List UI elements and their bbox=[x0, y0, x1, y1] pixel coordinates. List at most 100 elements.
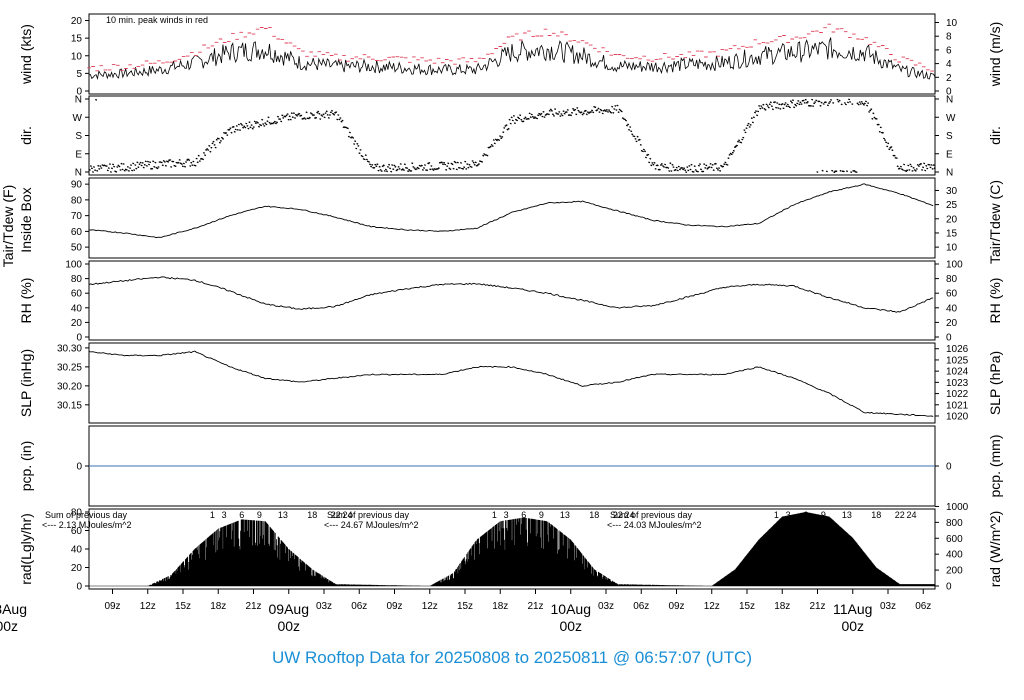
x-tick-label-14: 03z bbox=[598, 601, 614, 612]
x-tick-label-15: 06z bbox=[633, 601, 649, 612]
rad-hour-mark-2-2: 6 bbox=[803, 510, 808, 520]
rad-left-label-2: 40 bbox=[71, 545, 83, 556]
rad-right-label-2: 400 bbox=[946, 550, 963, 561]
x-tick-label-18: 15z bbox=[739, 601, 755, 612]
wind-ylabel-left: wind (kts) bbox=[18, 24, 34, 85]
rad-hour-mark-1-2: 6 bbox=[521, 510, 526, 520]
rh-left-label-5: 100 bbox=[65, 260, 82, 271]
wind-left-label-3: 15 bbox=[71, 34, 83, 45]
relative-humidity-line bbox=[88, 276, 934, 313]
slp-right-label-5: 1025 bbox=[946, 355, 969, 366]
rad-hour-mark-0-6: 22 bbox=[331, 510, 341, 520]
wind-peak-marks bbox=[87, 23, 934, 72]
dir-left-label-2: S bbox=[75, 131, 82, 142]
x-tick-label-22: 03z bbox=[880, 601, 896, 612]
rad-hour-mark-2-3: 9 bbox=[821, 510, 826, 520]
temp-right-label-4: 30 bbox=[946, 186, 958, 197]
x-tick-label-4: 21z bbox=[245, 601, 261, 612]
rad-note-line2-1: <--- 24.67 MJoules/m^2 bbox=[324, 520, 419, 530]
temp-ylabel-left-2: Inside Box bbox=[18, 187, 34, 252]
solar-radiation-bars bbox=[147, 512, 936, 586]
x-tick-label-6: 03z bbox=[316, 601, 332, 612]
slp-left-label-1: 30.20 bbox=[57, 381, 82, 392]
rad-hour-mark-2-5: 18 bbox=[871, 510, 881, 520]
dir-ylabel-right: dir. bbox=[987, 126, 1003, 145]
slp-right-label-6: 1026 bbox=[946, 344, 969, 355]
slp-right-label-4: 1024 bbox=[946, 367, 969, 378]
dir-right-label-2: S bbox=[946, 131, 953, 142]
x-tick-label-17: 12z bbox=[704, 601, 720, 612]
rh-left-label-1: 20 bbox=[71, 318, 83, 329]
temp-ylabel-right: Tair/Tdew (C) bbox=[987, 180, 1003, 264]
dir-left-label-4: N bbox=[75, 95, 82, 106]
rad-hour-mark-1-0: 1 bbox=[492, 510, 497, 520]
dir-left-label-3: W bbox=[73, 113, 83, 124]
rh-left-label-2: 40 bbox=[71, 303, 83, 314]
slp-ylabel-left: SLP (inHg) bbox=[18, 349, 34, 417]
x-tick-label-11: 18z bbox=[492, 601, 508, 612]
rad-note-line1-0: Sum of previous day bbox=[45, 510, 128, 520]
day-label-time-1: 00z bbox=[277, 618, 300, 634]
wind-speed-line bbox=[88, 37, 936, 80]
panel-frame-wind bbox=[88, 13, 936, 95]
rad-right-label-5: 1000 bbox=[946, 502, 969, 513]
x-tick-label-1: 12z bbox=[140, 601, 156, 612]
rad-hour-mark-0-1: 3 bbox=[222, 510, 227, 520]
rad-right-label-1: 200 bbox=[946, 566, 963, 577]
rad-hour-mark-1-6: 22 bbox=[613, 510, 623, 520]
dir-left-label-1: E bbox=[75, 149, 82, 160]
day-label-date-3: 11Aug bbox=[833, 601, 872, 617]
rh-right-label-3: 60 bbox=[946, 289, 958, 300]
x-tick-label-12: 21z bbox=[527, 601, 543, 612]
rh-right-label-4: 80 bbox=[946, 274, 958, 285]
slp-right-label-1: 1021 bbox=[946, 400, 969, 411]
rad-note-line1-1: Sum of previous day bbox=[327, 510, 410, 520]
x-tick-label-3: 18z bbox=[210, 601, 226, 612]
temp-right-label-3: 25 bbox=[946, 200, 958, 211]
rad-left-label-4: 80 bbox=[71, 508, 83, 519]
rad-left-label-1: 20 bbox=[71, 563, 83, 574]
wind-right-label-1: 2 bbox=[946, 73, 952, 84]
rh-right-label-2: 40 bbox=[946, 303, 958, 314]
rad-hour-mark-0-2: 6 bbox=[239, 510, 244, 520]
pcp-right-label-0: 0 bbox=[946, 462, 952, 473]
x-tick-label-23: 06z bbox=[915, 601, 931, 612]
rad-note-line1-2: Sum of previous day bbox=[610, 510, 693, 520]
rad-hour-mark-0-4: 13 bbox=[278, 510, 288, 520]
temp-left-label-0: 50 bbox=[71, 243, 83, 254]
rh-right-label-1: 20 bbox=[946, 318, 958, 329]
rad-hour-mark-0-0: 1 bbox=[210, 510, 215, 520]
rad-hour-mark-2-1: 3 bbox=[786, 510, 791, 520]
slp-left-label-3: 30.30 bbox=[57, 343, 82, 354]
panel-frame-rh bbox=[88, 260, 936, 341]
slp-right-label-3: 1023 bbox=[946, 378, 969, 389]
rad-hour-mark-2-6: 22 bbox=[895, 510, 905, 520]
rad-hour-mark-1-5: 18 bbox=[589, 510, 599, 520]
wind-right-label-4: 8 bbox=[946, 32, 952, 43]
rad-note-line2-2: <--- 24.03 MJoules/m^2 bbox=[607, 520, 702, 530]
temp-left-label-3: 80 bbox=[71, 195, 83, 206]
temp-left-label-1: 60 bbox=[71, 227, 83, 238]
slp-right-label-0: 1020 bbox=[946, 411, 969, 422]
rh-left-label-0: 0 bbox=[76, 333, 82, 344]
dir-ylabel-left: dir. bbox=[18, 126, 34, 145]
day-label-time-2: 00z bbox=[559, 618, 582, 634]
dir-left-label-0: N bbox=[75, 168, 82, 179]
day-label-time-0: 00z bbox=[0, 618, 18, 634]
pcp-ylabel-right: pcp. (mm) bbox=[987, 435, 1003, 498]
x-tick-label-9: 12z bbox=[422, 601, 438, 612]
sea-level-pressure-line bbox=[88, 350, 934, 417]
rad-ylabel-left: rad(Lgly/hr) bbox=[18, 513, 34, 585]
day-label-time-3: 00z bbox=[841, 618, 864, 634]
rad-ylabel-right: rad (W/m^2) bbox=[987, 511, 1003, 588]
temp-right-label-1: 15 bbox=[946, 228, 958, 239]
x-tick-label-7: 06z bbox=[351, 601, 367, 612]
rad-hour-mark-2-4: 13 bbox=[842, 510, 852, 520]
rh-ylabel-right: RH (%) bbox=[987, 278, 1003, 324]
rad-hour-mark-1-7: 24 bbox=[624, 510, 634, 520]
temp-left-label-4: 90 bbox=[71, 180, 83, 191]
panel-frame-temp bbox=[88, 177, 936, 259]
rad-left-label-3: 60 bbox=[71, 526, 83, 537]
